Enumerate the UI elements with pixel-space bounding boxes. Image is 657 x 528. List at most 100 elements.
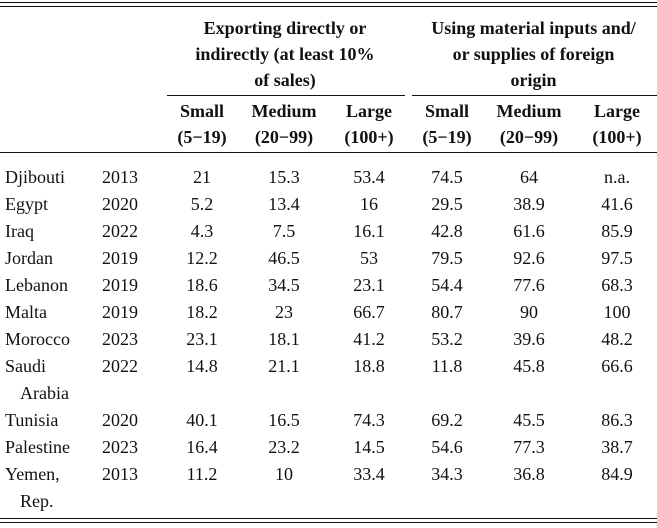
value-cell: 16.1: [353, 221, 385, 241]
country-name: Rep.: [20, 491, 54, 511]
value-cell: 41.6: [601, 194, 633, 214]
value-cell: 97.5: [601, 248, 633, 268]
value-cell: 18.8: [353, 356, 385, 376]
subheader-col-4: Small (5−19): [405, 98, 489, 150]
value-cell: 53.4: [353, 167, 385, 187]
group1-line1: Exporting directly or: [203, 18, 367, 38]
value-cell: 18.1: [268, 329, 300, 349]
value-cell: 16: [360, 194, 378, 214]
value-cell: 23: [275, 302, 293, 322]
value-cell: 12.2: [186, 248, 218, 268]
value-cell: 48.2: [601, 329, 633, 349]
value-cell: 66.7: [353, 302, 385, 322]
top-rule-1: [0, 2, 657, 3]
value-cell: 74.5: [431, 167, 463, 187]
value-cell: 23.1: [353, 275, 385, 295]
value-cell: 34.3: [431, 464, 463, 484]
country-name: Arabia: [20, 383, 69, 403]
subheader-size-range: (5−19): [422, 127, 472, 147]
country-name: Jordan: [5, 248, 53, 268]
value-cell: 18.6: [186, 275, 218, 295]
value-cell: 80.7: [431, 302, 463, 322]
subheader-size-range: (100+): [592, 127, 642, 147]
survey-year: 2022: [102, 221, 138, 241]
subheader-size-name: Medium: [496, 101, 562, 121]
value-cell: 77.6: [513, 275, 545, 295]
value-cell: 53: [360, 248, 378, 268]
value-cell: 45.8: [513, 356, 545, 376]
value-cell: 38.9: [513, 194, 545, 214]
group2-line3: origin: [510, 70, 557, 90]
value-cell: 16.5: [268, 410, 300, 430]
value-cell: 92.6: [513, 248, 545, 268]
value-cell: 13.4: [268, 194, 300, 214]
subheader-size-name: Small: [179, 101, 224, 121]
value-cell: 14.8: [186, 356, 218, 376]
survey-year: 2023: [102, 329, 138, 349]
value-cell: 74.3: [353, 410, 385, 430]
group1-line3: of sales): [254, 70, 316, 90]
value-cell: 53.2: [431, 329, 463, 349]
subheader-size-name: Large: [346, 101, 392, 121]
value-cell: 38.7: [601, 437, 633, 457]
subheader-size-range: (5−19): [177, 127, 227, 147]
value-cell: 40.1: [186, 410, 218, 430]
value-cell: 68.3: [601, 275, 633, 295]
bottom-rule-2: [0, 522, 657, 523]
country-name: Morocco: [5, 329, 70, 349]
header-bottom-rule: [0, 152, 657, 153]
subheader-col-2: Medium (20−99): [242, 98, 326, 150]
subheader-size-range: (20−99): [499, 127, 559, 147]
value-cell: 16.4: [186, 437, 218, 457]
value-cell: 15.3: [268, 167, 300, 187]
country-name: Tunisia: [5, 410, 59, 430]
subheader-col-3: Large (100+): [327, 98, 411, 150]
value-cell: 69.2: [431, 410, 463, 430]
value-cell: 45.5: [513, 410, 545, 430]
group1-underline: [167, 95, 405, 96]
value-cell: 54.4: [431, 275, 463, 295]
value-cell: 100: [603, 302, 631, 322]
country-name: Iraq: [5, 221, 34, 241]
value-cell: 39.6: [513, 329, 545, 349]
subheader-col-5: Medium (20−99): [487, 98, 571, 150]
value-cell: 41.2: [353, 329, 385, 349]
group2-line1: Using material inputs and/: [431, 18, 636, 38]
value-cell: 29.5: [431, 194, 463, 214]
country-name: Yemen,: [5, 464, 60, 484]
value-cell: 21.1: [268, 356, 300, 376]
subheader-size-range: (20−99): [254, 127, 314, 147]
value-cell: 36.8: [513, 464, 545, 484]
group1-line2: indirectly (at least 10%: [195, 44, 375, 64]
country-name: Saudi: [5, 356, 47, 376]
group2-underline: [412, 95, 657, 96]
value-cell: 85.9: [601, 221, 633, 241]
value-cell: 14.5: [353, 437, 385, 457]
value-cell: 23.2: [268, 437, 300, 457]
value-cell: 77.3: [513, 437, 545, 457]
group-header-inputs: Using material inputs and/ or supplies o…: [410, 15, 657, 93]
value-cell: 4.3: [190, 221, 214, 241]
bottom-rule-1: [0, 518, 657, 519]
country-name: Palestine: [5, 437, 70, 457]
survey-year: 2013: [102, 464, 138, 484]
value-cell: 7.5: [272, 221, 296, 241]
value-cell: 33.4: [353, 464, 385, 484]
value-cell: 61.6: [513, 221, 545, 241]
survey-year: 2023: [102, 437, 138, 457]
subheader-size-range: (100+): [344, 127, 394, 147]
value-cell: n.a.: [604, 167, 630, 187]
value-cell: 11.8: [431, 356, 463, 376]
value-cell: 21: [193, 167, 211, 187]
country-name: Egypt: [5, 194, 48, 214]
value-cell: 10: [275, 464, 293, 484]
subheader-col-1: Small (5−19): [160, 98, 244, 150]
country-name: Lebanon: [5, 275, 68, 295]
value-cell: 34.5: [268, 275, 300, 295]
survey-year: 2019: [102, 302, 138, 322]
country-name: Djibouti: [5, 167, 66, 187]
subheader-size-name: Large: [594, 101, 640, 121]
group2-line2: or supplies of foreign: [452, 44, 615, 64]
value-cell: 5.2: [190, 194, 214, 214]
